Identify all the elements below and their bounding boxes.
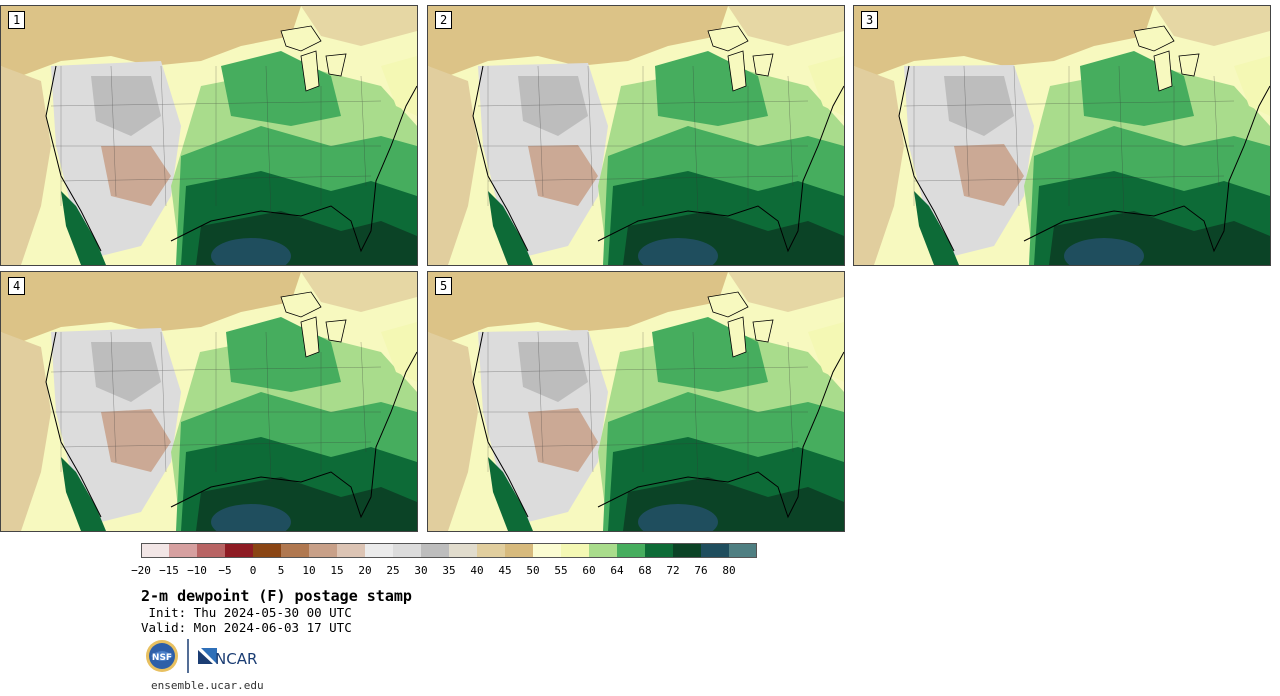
figure-title: 2-m dewpoint (F) postage stamp: [141, 587, 412, 605]
panel-number: 2: [435, 11, 453, 29]
panel-number: 3: [861, 11, 879, 29]
map-panel-3: 3: [853, 5, 1271, 266]
panel-number: 5: [435, 277, 453, 295]
colorbar-tick-label: −10: [187, 564, 207, 577]
colorbar-swatch: [729, 543, 757, 558]
colorbar-swatch: [477, 543, 505, 558]
dewpoint-map: [1, 272, 417, 531]
colorbar-tick-label: 76: [694, 564, 708, 577]
colorbar-tick-label: 45: [498, 564, 512, 577]
nsf-ncar-logos: NSF NCAR: [146, 639, 257, 673]
colorbar-swatch: [225, 543, 253, 558]
colorbar-tick-label: −15: [159, 564, 179, 577]
website-url: ensemble.ucar.edu: [151, 679, 264, 692]
panel-number: 1: [8, 11, 26, 29]
colorbar-swatch: [141, 543, 169, 558]
colorbar: [141, 543, 757, 558]
colorbar-swatch: [701, 543, 729, 558]
nsf-logo: NSF: [146, 640, 178, 672]
init-time: Init: Thu 2024-05-30 00 UTC: [141, 605, 352, 620]
colorbar-tick-label: 64: [610, 564, 624, 577]
colorbar-swatch: [449, 543, 477, 558]
colorbar-tick-label: −20: [131, 564, 151, 577]
colorbar-tick-label: 55: [554, 564, 568, 577]
colorbar-swatch: [365, 543, 393, 558]
panel-number: 4: [8, 277, 26, 295]
colorbar-tick-label: 72: [666, 564, 680, 577]
colorbar-swatch: [197, 543, 225, 558]
colorbar-tick-label: 60: [582, 564, 596, 577]
colorbar-swatch: [673, 543, 701, 558]
colorbar-swatch: [561, 543, 589, 558]
colorbar-tick-label: 25: [386, 564, 400, 577]
nsf-logo-text: NSF: [152, 653, 172, 663]
colorbar-swatch: [421, 543, 449, 558]
dewpoint-map: [1, 6, 417, 265]
colorbar-swatch: [617, 543, 645, 558]
logos: NSF NCAR: [145, 638, 275, 678]
map-panel-2: 2: [427, 5, 845, 266]
colorbar-swatch: [281, 543, 309, 558]
map-panel-4: 4: [0, 271, 418, 532]
ncar-logo-text: NCAR: [215, 650, 257, 668]
colorbar-tick-label: 5: [277, 564, 285, 577]
colorbar-swatch: [309, 543, 337, 558]
colorbar-tick-label: 35: [442, 564, 456, 577]
colorbar-tick-label: 0: [249, 564, 257, 577]
colorbar-swatch: [505, 543, 533, 558]
colorbar-swatch: [253, 543, 281, 558]
colorbar-tick-label: 68: [638, 564, 652, 577]
colorbar-swatch: [645, 543, 673, 558]
colorbar-tick-label: 10: [302, 564, 316, 577]
valid-time: Valid: Mon 2024-06-03 17 UTC: [141, 620, 352, 635]
colorbar-swatch: [337, 543, 365, 558]
colorbar-tick-label: 15: [330, 564, 344, 577]
colorbar-swatch: [393, 543, 421, 558]
colorbar-swatch: [589, 543, 617, 558]
colorbar-tick-label: 50: [526, 564, 540, 577]
map-panel-5: 5: [427, 271, 845, 532]
colorbar-tick-label: 80: [722, 564, 736, 577]
colorbar-swatch: [169, 543, 197, 558]
dewpoint-map: [428, 6, 844, 265]
colorbar-tick-label: −5: [218, 564, 232, 577]
ncar-logo: NCAR: [198, 648, 257, 668]
colorbar-tick-label: 40: [470, 564, 484, 577]
colorbar-tick-label: 30: [414, 564, 428, 577]
dewpoint-map: [428, 272, 844, 531]
map-panel-1: 1: [0, 5, 418, 266]
dewpoint-map: [854, 6, 1270, 265]
colorbar-tick-label: 20: [358, 564, 372, 577]
colorbar-swatch: [533, 543, 561, 558]
